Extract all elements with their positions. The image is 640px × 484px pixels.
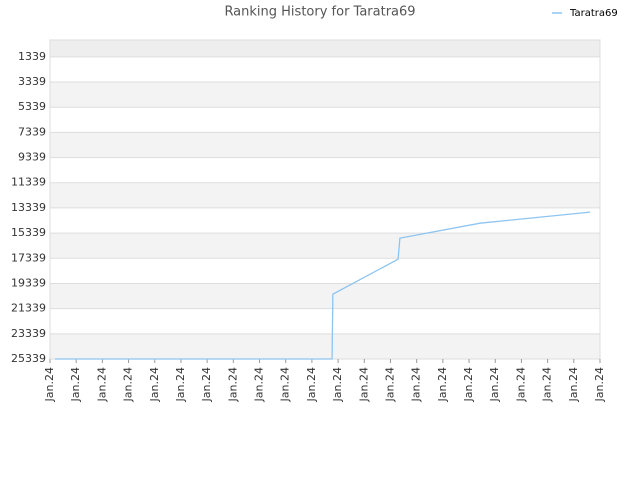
- x-tick-label: Jan.24: [514, 367, 527, 402]
- y-tick-label: 17339: [11, 251, 46, 264]
- x-tick-label: Jan.24: [226, 367, 239, 402]
- plot-band: [50, 233, 600, 259]
- plot-band: [50, 107, 600, 133]
- y-tick-label: 15339: [11, 226, 46, 239]
- x-tick-label: Jan.24: [95, 367, 108, 402]
- plot-band: [50, 182, 600, 208]
- x-tick-label: Jan.24: [541, 367, 554, 402]
- x-tick-label: Jan.24: [436, 367, 449, 402]
- x-tick-label: Jan.24: [253, 367, 266, 402]
- y-tick-label: 13339: [11, 201, 46, 214]
- chart-title: Ranking History for Taratra69: [224, 5, 415, 20]
- plot-band: [50, 40, 600, 57]
- y-tick-label: 9339: [18, 151, 46, 164]
- plot-band: [50, 132, 600, 158]
- plot-band: [50, 56, 600, 83]
- line: [54, 211, 591, 360]
- plot-band: [50, 207, 600, 234]
- x-tick-label: Jan.24: [69, 367, 82, 402]
- x-tick-label: Jan.24: [462, 367, 475, 402]
- plot-band: [50, 82, 600, 108]
- x-tick-label: Jan.24: [488, 367, 501, 402]
- legend-label: Taratra69: [569, 8, 618, 19]
- y-tick-label: 5339: [18, 100, 46, 113]
- plot-band: [50, 283, 600, 309]
- y-tick-label: 23339: [11, 327, 46, 340]
- y-tick-label: 1339: [18, 50, 46, 63]
- x-tick-label: Jan.24: [122, 367, 135, 402]
- y-tick-label: 25339: [11, 352, 46, 365]
- x-tick-label: Jan.24: [357, 367, 370, 402]
- y-tick-label: 11339: [11, 176, 46, 189]
- x-tick-label: Jan.24: [593, 367, 606, 402]
- x-tick-label: Jan.24: [200, 367, 213, 402]
- x-tick-label: Jan.24: [174, 367, 187, 402]
- x-tick-label: Jan.24: [279, 367, 292, 402]
- plot-band: [50, 333, 600, 359]
- y-tick-label: 21339: [11, 302, 46, 315]
- plot-band: [50, 258, 600, 284]
- x-tick-label: Jan.24: [305, 367, 318, 402]
- y-tick-label: 19339: [11, 276, 46, 289]
- x-tick-label: Jan.24: [43, 367, 56, 402]
- x-tick-label: Jan.24: [148, 367, 161, 402]
- x-tick-label: Jan.24: [410, 367, 423, 402]
- y-tick-label: 3339: [18, 75, 46, 88]
- plot-band: [50, 157, 600, 183]
- y-tick-label: 7339: [18, 125, 46, 138]
- x-tick-label: Jan.24: [383, 367, 396, 402]
- x-tick-label: Jan.24: [567, 367, 580, 402]
- plot-band: [50, 308, 600, 334]
- x-tick-label: Jan.24: [331, 367, 344, 402]
